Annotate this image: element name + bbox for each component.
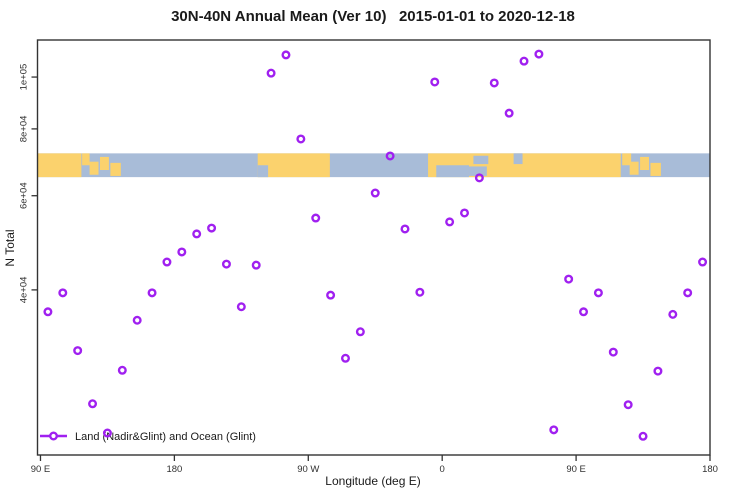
y-axis-label: N Total	[3, 229, 17, 266]
data-point	[400, 224, 410, 234]
data-point	[251, 260, 261, 270]
data-point	[281, 50, 291, 60]
data-point	[236, 302, 246, 312]
data-point	[73, 346, 83, 356]
land-segment	[110, 162, 121, 176]
legend-marker-icon	[49, 431, 59, 441]
y-tick-label: 6e+04	[19, 182, 30, 209]
data-point	[653, 366, 663, 376]
x-tick-label: 90 E	[31, 464, 51, 475]
land-segment	[99, 156, 109, 170]
x-tick-label: 90 W	[297, 464, 319, 475]
data-point	[58, 288, 68, 298]
data-point	[504, 108, 514, 118]
legend: Land (Nadir&Glint) and Ocean (Glint)	[40, 431, 256, 443]
data-point	[593, 288, 603, 298]
data-point	[460, 208, 470, 218]
land-segment	[650, 162, 661, 176]
data-point	[519, 56, 529, 66]
land-segment	[629, 161, 639, 175]
data-point	[207, 223, 217, 233]
x-tick-label: 180	[702, 464, 718, 475]
land-segment	[257, 153, 330, 178]
data-point	[370, 188, 380, 198]
land-segment	[89, 161, 99, 175]
data-point	[162, 257, 172, 267]
data-point	[489, 78, 499, 88]
legend-label: Land (Nadir&Glint) and Ocean (Glint)	[75, 431, 256, 443]
chart-title: 30N-40N Annual Mean (Ver 10) 2015-01-01 …	[171, 8, 575, 25]
data-point	[638, 431, 648, 441]
y-tick-label: 4e+04	[19, 277, 30, 304]
data-point	[385, 151, 395, 161]
data-point	[698, 257, 708, 267]
data-point	[147, 288, 157, 298]
data-point	[445, 217, 455, 227]
data-point	[683, 288, 693, 298]
land-segment	[37, 153, 82, 178]
x-tick-label: 90 E	[566, 464, 586, 475]
data-point	[564, 274, 574, 284]
x-tick-label: 0	[440, 464, 445, 475]
land-segment	[622, 153, 632, 166]
ocean-patch	[513, 153, 523, 165]
data-point	[355, 327, 365, 337]
data-point	[668, 309, 678, 319]
data-point	[415, 287, 425, 297]
plot-area: 90 E 180 90 W 0 90 E 180 1e+05 8e+04 6e+04 4e+04	[19, 39, 718, 475]
data-point	[117, 365, 127, 375]
data-point	[88, 399, 98, 409]
x-axis-label: Longitude (deg E)	[325, 474, 420, 488]
data-point	[192, 229, 202, 239]
ocean-patch	[468, 166, 487, 176]
y-tick-label: 1e+05	[19, 64, 30, 91]
x-tick-label: 180	[166, 464, 182, 475]
data-point	[534, 49, 544, 59]
data-point	[549, 425, 559, 435]
data-point	[340, 353, 350, 363]
data-point	[311, 213, 321, 223]
data-points	[43, 49, 708, 441]
data-point	[43, 307, 53, 317]
ocean-patch	[436, 165, 469, 178]
y-tick-label: 8e+04	[19, 116, 30, 143]
data-point	[132, 315, 142, 325]
data-point	[326, 290, 336, 300]
land-segment	[640, 156, 649, 170]
data-point	[266, 68, 276, 78]
land-segment	[82, 153, 90, 166]
ocean-patch	[257, 165, 269, 178]
ocean-patch	[473, 155, 489, 165]
data-point	[430, 77, 440, 87]
data-point	[102, 428, 112, 438]
data-point	[221, 259, 231, 269]
data-point	[474, 173, 484, 183]
plot-border	[36, 39, 711, 456]
data-point	[608, 347, 618, 357]
data-point	[296, 134, 306, 144]
data-point	[623, 400, 633, 410]
data-point	[579, 307, 589, 317]
data-point	[177, 247, 187, 257]
